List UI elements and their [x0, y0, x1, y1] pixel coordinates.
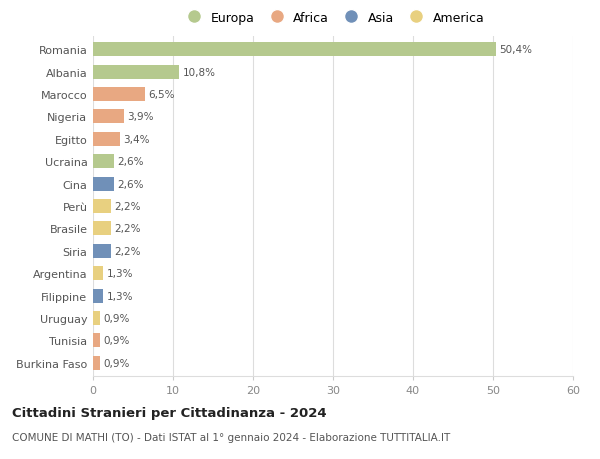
Text: 3,4%: 3,4% — [124, 134, 150, 145]
Bar — [93, 222, 110, 236]
Bar — [93, 244, 110, 258]
Bar — [93, 133, 120, 146]
Text: 1,3%: 1,3% — [107, 291, 133, 301]
Legend: Europa, Africa, Asia, America: Europa, Africa, Asia, America — [179, 9, 487, 27]
Text: 2,6%: 2,6% — [117, 157, 143, 167]
Bar — [93, 43, 496, 57]
Text: 1,3%: 1,3% — [107, 269, 133, 279]
Bar — [93, 177, 114, 191]
Text: 6,5%: 6,5% — [148, 90, 175, 100]
Text: 2,2%: 2,2% — [114, 246, 140, 256]
Bar — [93, 356, 100, 370]
Bar — [93, 334, 100, 347]
Bar — [93, 66, 179, 79]
Text: 2,2%: 2,2% — [114, 224, 140, 234]
Text: COMUNE DI MATHI (TO) - Dati ISTAT al 1° gennaio 2024 - Elaborazione TUTTITALIA.I: COMUNE DI MATHI (TO) - Dati ISTAT al 1° … — [12, 432, 450, 442]
Text: Cittadini Stranieri per Cittadinanza - 2024: Cittadini Stranieri per Cittadinanza - 2… — [12, 406, 326, 419]
Text: 50,4%: 50,4% — [499, 45, 532, 55]
Text: 0,9%: 0,9% — [103, 358, 130, 368]
Bar — [93, 289, 103, 303]
Bar — [93, 267, 103, 280]
Bar — [93, 200, 110, 213]
Bar — [93, 88, 145, 102]
Bar — [93, 155, 114, 169]
Text: 10,8%: 10,8% — [182, 67, 215, 78]
Bar — [93, 110, 124, 124]
Text: 2,6%: 2,6% — [117, 179, 143, 189]
Text: 3,9%: 3,9% — [127, 112, 154, 122]
Text: 0,9%: 0,9% — [103, 336, 130, 346]
Text: 2,2%: 2,2% — [114, 202, 140, 212]
Text: 0,9%: 0,9% — [103, 313, 130, 323]
Bar — [93, 311, 100, 325]
